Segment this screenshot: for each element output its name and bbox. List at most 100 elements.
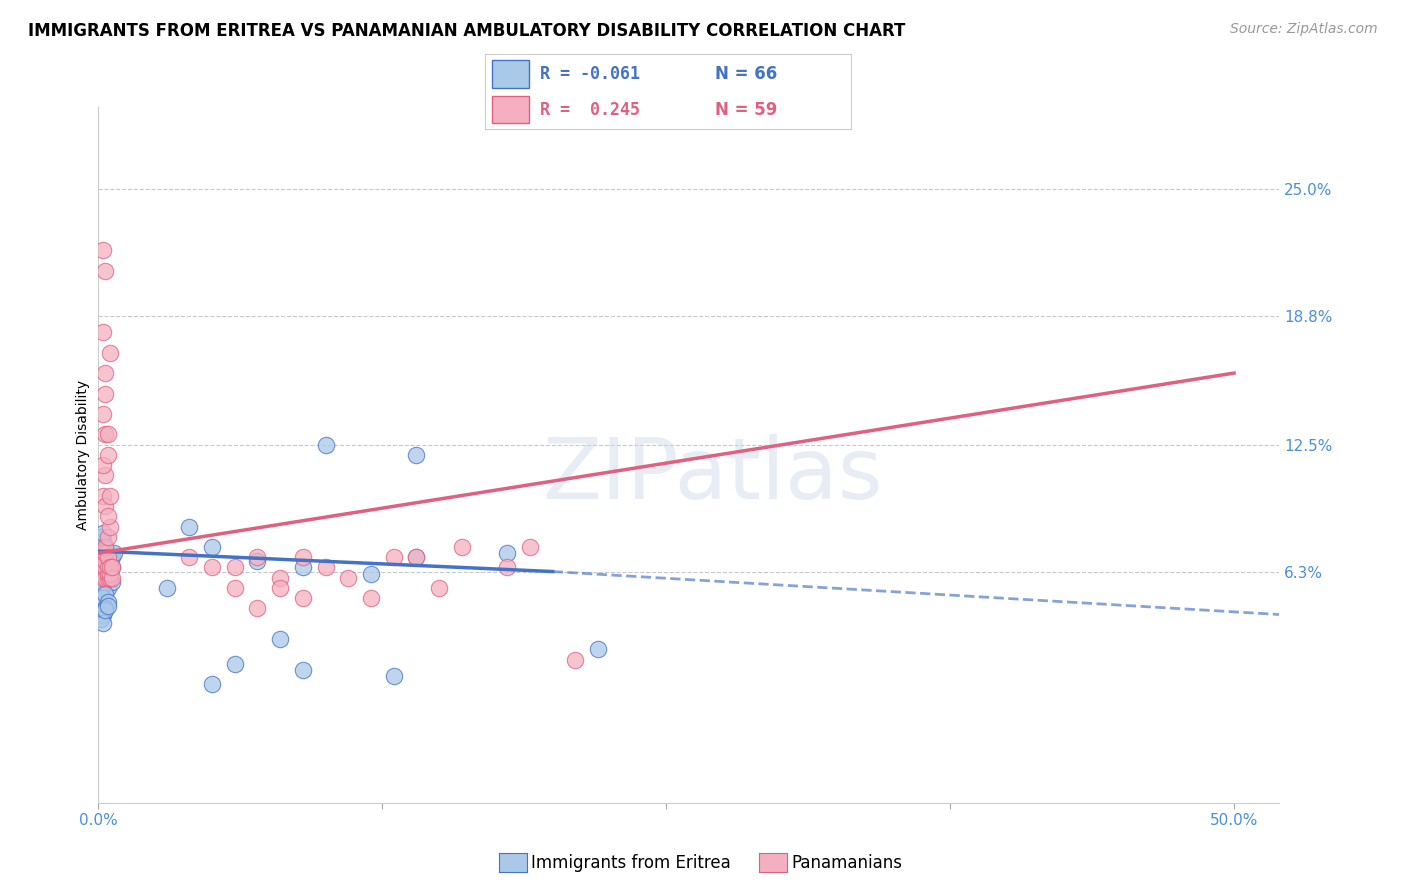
Point: [98, 560, 121, 574]
Point: [91, 615, 114, 630]
Point: [564, 652, 586, 666]
Point: [91, 525, 114, 540]
Point: [291, 591, 314, 606]
Point: [269, 581, 291, 595]
Point: [96, 566, 118, 581]
Point: [94, 571, 117, 585]
Point: [496, 546, 519, 560]
Point: [246, 554, 269, 568]
Text: Source: ZipAtlas.com: Source: ZipAtlas.com: [1230, 22, 1378, 37]
Point: [101, 574, 124, 589]
Point: [96, 595, 118, 609]
Point: [91, 540, 114, 554]
Point: [94, 542, 117, 557]
Point: [91, 458, 114, 472]
Point: [94, 264, 117, 278]
Point: [91, 325, 114, 339]
Point: [90, 530, 112, 544]
Point: [246, 550, 269, 565]
Point: [91, 571, 114, 585]
Point: [91, 407, 114, 421]
Point: [94, 601, 117, 615]
Point: [101, 571, 124, 585]
Point: [382, 669, 405, 683]
Point: [94, 366, 117, 380]
Point: [337, 571, 360, 585]
Point: [90, 560, 112, 574]
Point: [94, 546, 117, 560]
Point: [224, 581, 246, 595]
Point: [360, 591, 382, 606]
Point: [90, 560, 112, 574]
Point: [91, 550, 114, 565]
Point: [586, 642, 609, 657]
Point: [224, 657, 246, 671]
Point: [98, 550, 121, 565]
Point: [90, 550, 112, 565]
Point: [98, 566, 121, 581]
Point: [91, 489, 114, 503]
Point: [91, 560, 114, 574]
Point: [91, 571, 114, 585]
Point: [405, 448, 427, 462]
Point: [98, 560, 121, 574]
Point: [91, 533, 114, 548]
Point: [98, 571, 121, 585]
Point: [98, 345, 121, 359]
Point: [94, 603, 117, 617]
Point: [94, 560, 117, 574]
Point: [94, 560, 117, 574]
Point: [201, 560, 224, 574]
Point: [91, 554, 114, 568]
Point: [269, 632, 291, 646]
Point: [90, 550, 112, 565]
Point: [94, 427, 117, 442]
Point: [91, 560, 114, 574]
Point: [94, 546, 117, 560]
Point: [94, 540, 117, 554]
Point: [179, 550, 201, 565]
Point: [94, 566, 117, 581]
Text: Panamanians: Panamanians: [792, 854, 903, 871]
Point: [96, 571, 118, 585]
Point: [91, 244, 114, 258]
Point: [94, 499, 117, 513]
Text: R =  0.245: R = 0.245: [540, 101, 640, 119]
Point: [315, 560, 337, 574]
Point: [94, 587, 117, 601]
Text: IMMIGRANTS FROM ERITREA VS PANAMANIAN AMBULATORY DISABILITY CORRELATION CHART: IMMIGRANTS FROM ERITREA VS PANAMANIAN AM…: [28, 22, 905, 40]
Point: [96, 448, 118, 462]
Point: [94, 540, 117, 554]
Point: [96, 554, 118, 568]
Point: [90, 554, 112, 568]
Point: [91, 566, 114, 581]
Point: [96, 560, 118, 574]
Point: [96, 550, 118, 565]
Point: [382, 550, 405, 565]
Point: [96, 566, 118, 581]
Point: [496, 560, 519, 574]
Point: [519, 540, 541, 554]
Point: [179, 519, 201, 533]
Point: [91, 560, 114, 574]
Text: ZIPatlas: ZIPatlas: [543, 434, 883, 517]
Point: [96, 560, 118, 574]
Point: [91, 550, 114, 565]
Point: [291, 663, 314, 677]
Point: [94, 550, 117, 565]
Point: [96, 599, 118, 614]
Point: [269, 571, 291, 585]
Point: [91, 554, 114, 568]
Point: [96, 530, 118, 544]
Point: [291, 560, 314, 574]
Point: [91, 574, 114, 589]
Y-axis label: Ambulatory Disability: Ambulatory Disability: [76, 380, 90, 530]
Point: [101, 560, 124, 574]
Point: [94, 554, 117, 568]
Point: [90, 581, 112, 595]
Point: [360, 566, 382, 581]
Point: [405, 550, 427, 565]
Point: [450, 540, 472, 554]
Text: R = -0.061: R = -0.061: [540, 65, 640, 83]
FancyBboxPatch shape: [492, 61, 529, 87]
